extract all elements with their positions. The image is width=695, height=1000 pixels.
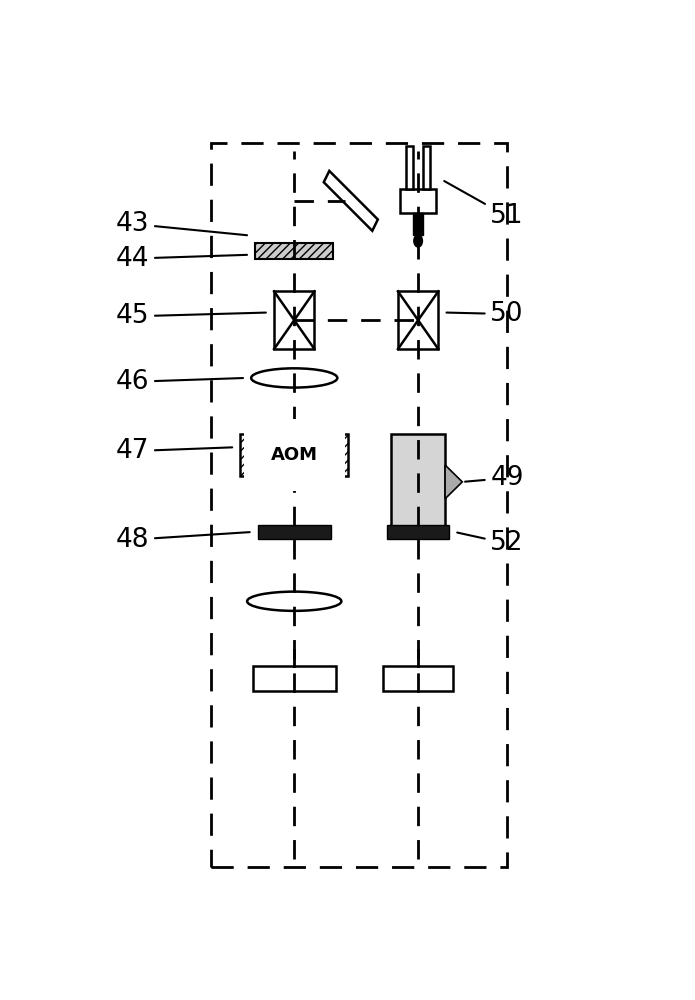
Text: 44: 44 [116,246,247,272]
Bar [258,525,331,539]
Bar [407,146,414,189]
Bar [423,146,430,189]
Bar [400,189,436,213]
Polygon shape [324,171,378,231]
Bar [383,666,453,691]
Text: 45: 45 [116,303,266,329]
Bar [391,434,445,530]
Text: 52: 52 [457,530,524,556]
Text: 49: 49 [465,465,524,491]
Text: 51: 51 [444,181,524,229]
Text: AOM: AOM [271,446,318,464]
Bar [255,243,334,259]
Bar [211,143,507,867]
Bar [387,525,449,539]
Bar [398,291,439,349]
Ellipse shape [247,592,341,611]
Bar [252,666,336,691]
Bar [274,291,314,349]
Bar [414,213,423,235]
Circle shape [414,235,423,247]
Ellipse shape [251,368,337,388]
Text: 48: 48 [116,527,250,553]
Text: 46: 46 [116,369,243,395]
Polygon shape [445,465,462,499]
Text: 43: 43 [116,211,247,237]
Text: 47: 47 [116,438,232,464]
Bar [240,434,348,476]
Text: 50: 50 [446,301,524,327]
